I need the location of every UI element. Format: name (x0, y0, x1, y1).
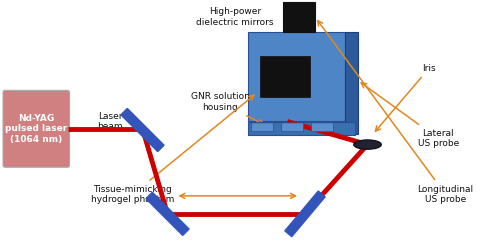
Polygon shape (121, 108, 164, 152)
FancyBboxPatch shape (312, 123, 334, 132)
FancyBboxPatch shape (3, 90, 70, 167)
FancyBboxPatch shape (282, 123, 304, 132)
Text: Laser
beam: Laser beam (97, 112, 128, 131)
Bar (260, 56, 310, 97)
Bar (248, 122, 355, 135)
Text: Tissue-mimicking
hydrogel phantom: Tissue-mimicking hydrogel phantom (91, 95, 254, 204)
Text: Iris: Iris (376, 63, 436, 131)
Text: Lateral
US probe: Lateral US probe (361, 83, 459, 148)
Bar (345, 32, 358, 134)
Polygon shape (285, 191, 325, 237)
Polygon shape (146, 192, 189, 235)
Bar (248, 32, 345, 122)
Ellipse shape (354, 140, 382, 149)
Text: High-power
dielectric mirrors: High-power dielectric mirrors (196, 7, 274, 27)
Bar (282, 2, 315, 32)
FancyBboxPatch shape (252, 123, 274, 132)
Text: Longitudinal
US probe: Longitudinal US probe (318, 21, 474, 204)
Text: GNR solution
housing: GNR solution housing (190, 92, 264, 124)
Text: Nd-YAG
pulsed laser
(1064 nm): Nd-YAG pulsed laser (1064 nm) (5, 114, 68, 144)
